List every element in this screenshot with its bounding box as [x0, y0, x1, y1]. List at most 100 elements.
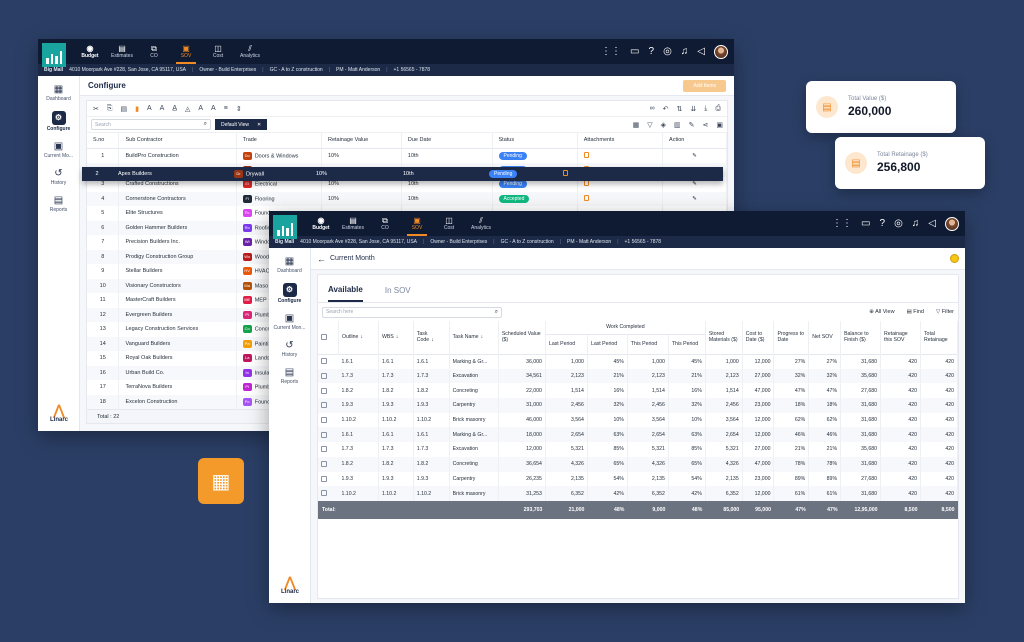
table-row[interactable]: 1.6.1 1.6.1 1.6.1 Marking & Gr... 18,000 2,65…: [318, 427, 959, 443]
column-header[interactable]: Retainage Value: [321, 133, 402, 149]
underline-icon[interactable]: A: [211, 105, 216, 112]
row-checkbox[interactable]: [318, 457, 338, 472]
close-icon[interactable]: ✕: [256, 121, 262, 128]
search-box[interactable]: Search ⌕: [91, 119, 211, 130]
chat-icon[interactable]: ▭: [861, 218, 871, 229]
sidebar-item-current-mon-[interactable]: ▣ Current Mon...: [269, 313, 310, 331]
nav-co[interactable]: ⧉ CO: [369, 211, 401, 236]
project-name[interactable]: Big Mall: [275, 239, 295, 245]
paste-icon[interactable]: ▤: [120, 105, 128, 113]
sidebar-item-current-mo-[interactable]: ▣ Current Mo...: [38, 141, 79, 159]
edit-icon[interactable]: ✎: [692, 152, 697, 159]
column-header[interactable]: Retainage this SOV: [880, 321, 921, 354]
checkbox-icon[interactable]: [321, 460, 327, 467]
avatar[interactable]: [945, 216, 959, 231]
sidebar-item-configure[interactable]: ⚙ Configure: [38, 111, 79, 132]
column-header[interactable]: Sub Contractor: [118, 133, 237, 149]
table-row[interactable]: 1.9.3 1.9.3 1.9.3 Carpentry 31,000 2,456 32% 2,…: [318, 398, 959, 413]
table-row[interactable]: 1.8.2 1.8.2 1.8.2 Concreting 36,654 4,326 65% 4…: [318, 456, 959, 472]
checkbox-icon[interactable]: [321, 446, 327, 453]
fill-color-icon[interactable]: ◬: [184, 105, 191, 113]
sidebar-item-reports[interactable]: ▤ Reports: [269, 367, 310, 385]
nav-cost[interactable]: ◫ Cost: [202, 39, 234, 64]
chat-icon[interactable]: ▭: [630, 46, 640, 57]
megaphone-icon[interactable]: ◁: [928, 218, 936, 229]
row-checkbox[interactable]: [318, 427, 338, 442]
row-checkbox[interactable]: [318, 486, 338, 501]
table-row[interactable]: 1.9.3 1.9.3 1.9.3 Carpentry 26,235 2,135 54% 2,…: [318, 471, 959, 487]
column-header[interactable]: Balance to Finish ($): [840, 321, 882, 354]
table-row[interactable]: 4 Cornerstone Contractors Fl Flooring 10% 10t…: [87, 191, 727, 206]
file-icon[interactable]: [583, 151, 589, 158]
table-row[interactable]: 1.6.1 1.6.1 1.6.1 Marking & Gr... 36,000 1,00…: [318, 354, 959, 369]
sidebar-item-configure[interactable]: ⚙ Configure: [269, 283, 310, 304]
nav-estimates[interactable]: ▤ Estimates: [106, 39, 138, 64]
sort-arrow-icon[interactable]: ↓: [480, 334, 484, 341]
search-input[interactable]: Search: [95, 121, 111, 128]
sort-arrow-icon[interactable]: ↓: [431, 337, 434, 344]
row-checkbox[interactable]: [318, 413, 338, 428]
columns-icon[interactable]: ▥: [674, 121, 681, 129]
view-chip[interactable]: Default View ✕: [215, 119, 268, 130]
font-size-down-icon[interactable]: A: [159, 105, 165, 112]
avatar[interactable]: [714, 44, 728, 59]
column-header[interactable]: Outline ↓: [338, 321, 379, 354]
checkbox-icon[interactable]: [321, 402, 327, 409]
column-header[interactable]: Status: [492, 133, 578, 149]
row-checkbox[interactable]: [318, 398, 338, 413]
eye-icon[interactable]: ◎: [894, 218, 903, 229]
file-icon[interactable]: [563, 170, 568, 176]
row-checkbox[interactable]: [318, 354, 338, 369]
checkbox-icon[interactable]: [321, 387, 327, 394]
megaphone-icon[interactable]: ◁: [697, 46, 705, 57]
tab-available[interactable]: Available: [328, 285, 363, 302]
column-header[interactable]: Net SOV: [808, 321, 842, 354]
sort-desc-icon[interactable]: ⇊: [690, 105, 697, 113]
nav-sov[interactable]: ▣ SOV: [401, 211, 433, 236]
file-icon[interactable]: [583, 180, 589, 187]
column-header[interactable]: Attachments: [577, 133, 664, 149]
nav-co[interactable]: ⧉ CO: [138, 39, 170, 64]
nav-estimates[interactable]: ▤ Estimates: [337, 211, 369, 236]
column-header[interactable]: Stored Materials ($): [705, 321, 743, 354]
nav-budget[interactable]: ◉ Budget: [74, 39, 106, 64]
nav-budget[interactable]: ◉ Budget: [305, 211, 337, 236]
search-input[interactable]: Search here: [326, 309, 354, 315]
status-dot-icon[interactable]: [950, 254, 959, 263]
selected-row[interactable]: 2 Apex Builders Dr Drywall 10% 10th Pending: [82, 167, 723, 181]
text-color-icon[interactable]: A̲: [172, 105, 177, 112]
row-checkbox[interactable]: [318, 383, 338, 398]
save-icon[interactable]: ▣: [716, 121, 723, 129]
table-row[interactable]: 1.10.2 1.10.2 1.10.2 Brick masonry 31,253 6,3…: [318, 486, 959, 501]
link-icon[interactable]: ∞: [649, 105, 655, 112]
apps-grid-icon[interactable]: ⋮⋮: [832, 218, 853, 229]
select-all-checkbox[interactable]: [318, 321, 339, 354]
column-header[interactable]: Last Period: [587, 334, 628, 354]
project-name[interactable]: Big Mall: [44, 67, 64, 73]
column-header[interactable]: S.no: [87, 133, 120, 149]
sidebar-item-history[interactable]: ↺ History: [38, 168, 79, 186]
back-arrow-icon[interactable]: ←: [317, 253, 326, 264]
column-header[interactable]: Task Name ↓: [449, 321, 499, 354]
column-header[interactable]: Total Retainage: [920, 321, 959, 354]
tab-in-sov[interactable]: In SOV: [384, 286, 411, 295]
find-button[interactable]: ▤ Find: [907, 309, 924, 315]
column-header[interactable]: Last Period: [545, 334, 588, 354]
checkbox-icon[interactable]: [321, 475, 327, 482]
column-header[interactable]: This Period: [668, 334, 706, 354]
row-checkbox[interactable]: [318, 442, 338, 457]
row-checkbox[interactable]: [318, 369, 338, 384]
checkbox-icon[interactable]: [321, 431, 327, 438]
bell-icon[interactable]: ♫: [680, 46, 689, 57]
column-header[interactable]: This Period: [627, 334, 669, 354]
file-icon[interactable]: [583, 194, 589, 201]
checkbox-icon[interactable]: [321, 334, 327, 341]
eye-icon[interactable]: ◎: [663, 46, 672, 57]
table-row[interactable]: 1.7.3 1.7.3 1.7.3 Excavation 34,561 2,123 21% 2…: [318, 368, 959, 384]
valign-icon[interactable]: ⇕: [235, 105, 242, 113]
nav-analytics[interactable]: ⫽ Analytics: [465, 211, 497, 236]
checkbox-icon[interactable]: [321, 372, 327, 379]
nav-analytics[interactable]: ⫽ Analytics: [234, 39, 266, 64]
download-icon[interactable]: ⤓: [704, 104, 708, 112]
edit-icon[interactable]: ✎: [692, 195, 697, 202]
